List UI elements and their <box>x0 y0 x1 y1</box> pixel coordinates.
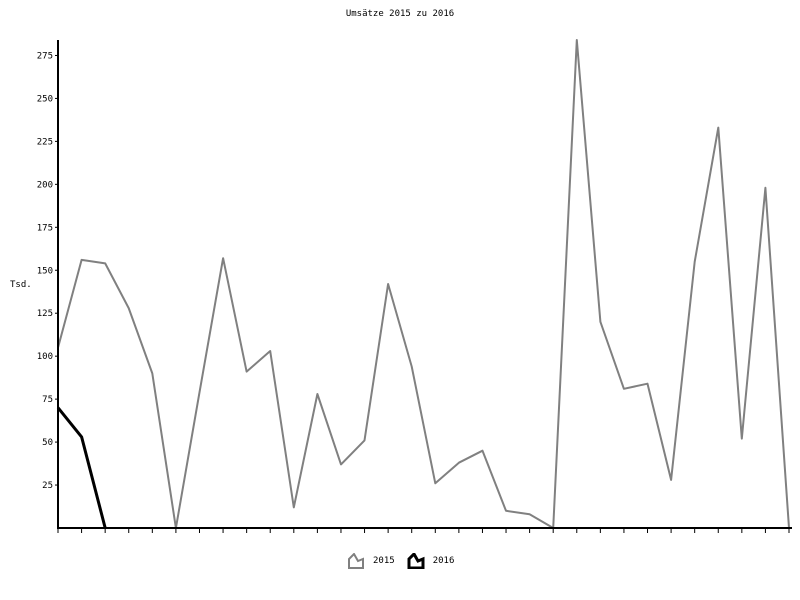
legend-swatch-icon <box>348 553 364 569</box>
legend-item-2016: 2016 <box>407 553 455 569</box>
series-line-2015 <box>57 39 790 529</box>
y-tick-label: 225 <box>37 137 53 147</box>
chart-title: Umsätze 2015 zu 2016 <box>345 9 455 19</box>
series-line-2016 <box>56 406 107 529</box>
y-tick-label: 125 <box>37 309 53 319</box>
legend-item-2015: 2015 <box>347 553 395 569</box>
y-tick-label: 250 <box>37 94 53 104</box>
y-tick-label: 50 <box>42 438 53 448</box>
y-tick-label: 75 <box>42 395 53 405</box>
y-tick-label: 175 <box>37 223 53 233</box>
legend-label: 2015 <box>373 556 395 566</box>
y-tick-label: 275 <box>37 51 53 61</box>
legend-label: 2016 <box>432 556 455 566</box>
legend-swatch-icon <box>407 553 425 569</box>
y-tick-label: 200 <box>37 180 53 190</box>
y-tick-label: 150 <box>37 266 53 276</box>
y-tick-label: 25 <box>42 481 53 491</box>
y-tick-label: 100 <box>37 352 53 362</box>
legend: 2015 2016 <box>347 553 466 569</box>
y-axis-label: Tsd. <box>10 280 32 290</box>
